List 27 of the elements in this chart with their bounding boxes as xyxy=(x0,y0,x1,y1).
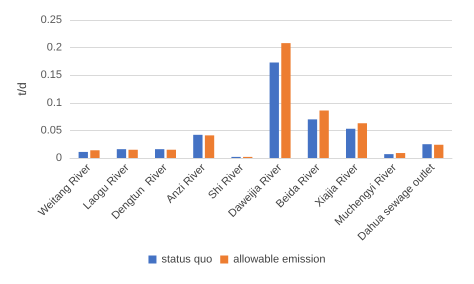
bar xyxy=(358,123,368,158)
bar xyxy=(204,135,214,158)
bar xyxy=(78,152,88,158)
y-tick-label: 0.25 xyxy=(40,14,62,26)
bar xyxy=(319,110,329,158)
legend-label: status quo xyxy=(161,254,212,266)
bar xyxy=(422,144,432,158)
bar xyxy=(193,134,203,158)
bar xyxy=(128,150,138,158)
bar xyxy=(270,62,279,158)
y-tick-label: 0.05 xyxy=(40,124,62,136)
bar xyxy=(384,154,394,158)
legend-label: allowable emission xyxy=(233,254,326,266)
bar xyxy=(166,150,176,158)
bar xyxy=(346,128,356,158)
y-tick-label: 0.1 xyxy=(46,96,62,109)
y-tick-label: 0.2 xyxy=(46,42,62,54)
y-tick-label: 0.15 xyxy=(40,69,62,82)
bar xyxy=(116,149,126,158)
bar xyxy=(308,119,318,158)
bar xyxy=(90,150,100,158)
bar xyxy=(396,153,406,158)
y-axis-title: t/d xyxy=(15,82,29,96)
bar xyxy=(281,43,291,158)
y-tick-label: 0 xyxy=(56,152,62,164)
bar xyxy=(154,149,164,158)
bar xyxy=(434,144,444,158)
